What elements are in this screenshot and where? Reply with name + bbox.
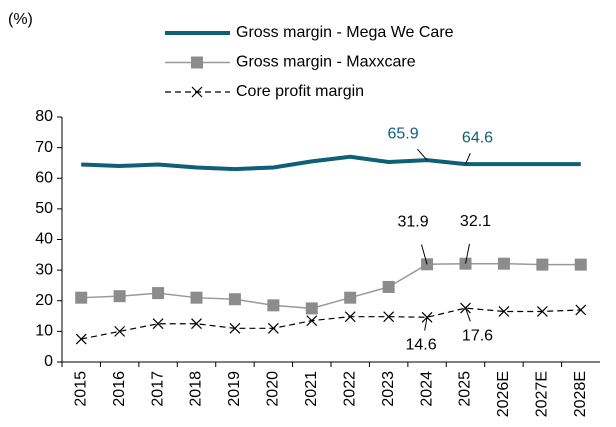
y-tick-label: 60 bbox=[35, 169, 53, 186]
y-tick-label: 80 bbox=[35, 108, 53, 125]
leader-line bbox=[465, 152, 471, 165]
x-tick-label: 2020 bbox=[265, 371, 282, 407]
marker bbox=[152, 287, 165, 300]
data-label: 14.6 bbox=[406, 337, 437, 354]
marker bbox=[344, 291, 357, 304]
x-tick-label: 2028E bbox=[572, 371, 589, 417]
data-label: 32.1 bbox=[460, 213, 491, 230]
x-tick-label: 2027E bbox=[534, 371, 551, 417]
marker bbox=[536, 306, 548, 317]
x-tick-label: 2025 bbox=[457, 371, 474, 407]
marker bbox=[267, 299, 280, 312]
series-line bbox=[81, 154, 581, 172]
marker bbox=[190, 291, 203, 304]
data-label: 64.6 bbox=[462, 129, 493, 146]
marker bbox=[75, 291, 88, 304]
y-tick-label: 50 bbox=[35, 200, 53, 217]
marker bbox=[344, 311, 356, 323]
marker bbox=[383, 311, 395, 323]
x-tick-label: 2019 bbox=[226, 371, 243, 407]
marker bbox=[75, 333, 87, 345]
x-tick-label: 2021 bbox=[303, 371, 320, 407]
marker bbox=[574, 258, 587, 271]
x-tick-label: 2017 bbox=[149, 371, 166, 407]
marker bbox=[305, 302, 318, 315]
marker bbox=[498, 306, 510, 317]
marker bbox=[152, 318, 164, 330]
y-tick-label: 20 bbox=[35, 292, 53, 309]
leader-line bbox=[465, 243, 470, 264]
marker bbox=[229, 322, 241, 334]
x-tick-label: 2015 bbox=[72, 371, 89, 407]
leader-line bbox=[465, 307, 471, 322]
x-tick-label: 2023 bbox=[380, 371, 397, 407]
series-line bbox=[81, 262, 581, 310]
marker bbox=[228, 293, 241, 306]
y-tick-label: 40 bbox=[35, 231, 53, 248]
x-tick-label: 2016 bbox=[111, 371, 128, 407]
marker bbox=[114, 325, 126, 337]
y-tick-label: 70 bbox=[35, 139, 53, 156]
legend-label: Gross margin - Maxxcare bbox=[236, 54, 416, 71]
marker bbox=[575, 304, 587, 316]
marker bbox=[267, 322, 279, 334]
leader-line bbox=[417, 148, 428, 161]
x-tick-label: 2022 bbox=[341, 371, 358, 407]
marker bbox=[191, 86, 203, 98]
series-line bbox=[81, 307, 581, 340]
legend-label: Core profit margin bbox=[236, 83, 364, 100]
x-tick-label: 2018 bbox=[188, 371, 205, 407]
y-axis-label: (%) bbox=[8, 11, 33, 28]
data-label: 31.9 bbox=[398, 214, 429, 231]
data-label: 17.6 bbox=[462, 327, 493, 344]
marker bbox=[536, 258, 549, 271]
y-tick-label: 30 bbox=[35, 261, 53, 278]
marker bbox=[191, 56, 203, 69]
x-tick-label: 2024 bbox=[418, 371, 435, 407]
leader-line bbox=[420, 244, 428, 265]
x-tick-label: 2026E bbox=[495, 371, 512, 417]
y-tick-label: 0 bbox=[44, 353, 53, 370]
y-tick-label: 10 bbox=[35, 323, 53, 340]
marker bbox=[191, 318, 202, 330]
marker bbox=[306, 315, 318, 327]
marker bbox=[497, 257, 510, 270]
marker bbox=[113, 290, 126, 303]
data-label: 65.9 bbox=[388, 125, 419, 142]
leader-line bbox=[424, 317, 428, 331]
marker bbox=[382, 280, 395, 293]
legend-label: Gross margin - Mega We Care bbox=[236, 24, 454, 41]
